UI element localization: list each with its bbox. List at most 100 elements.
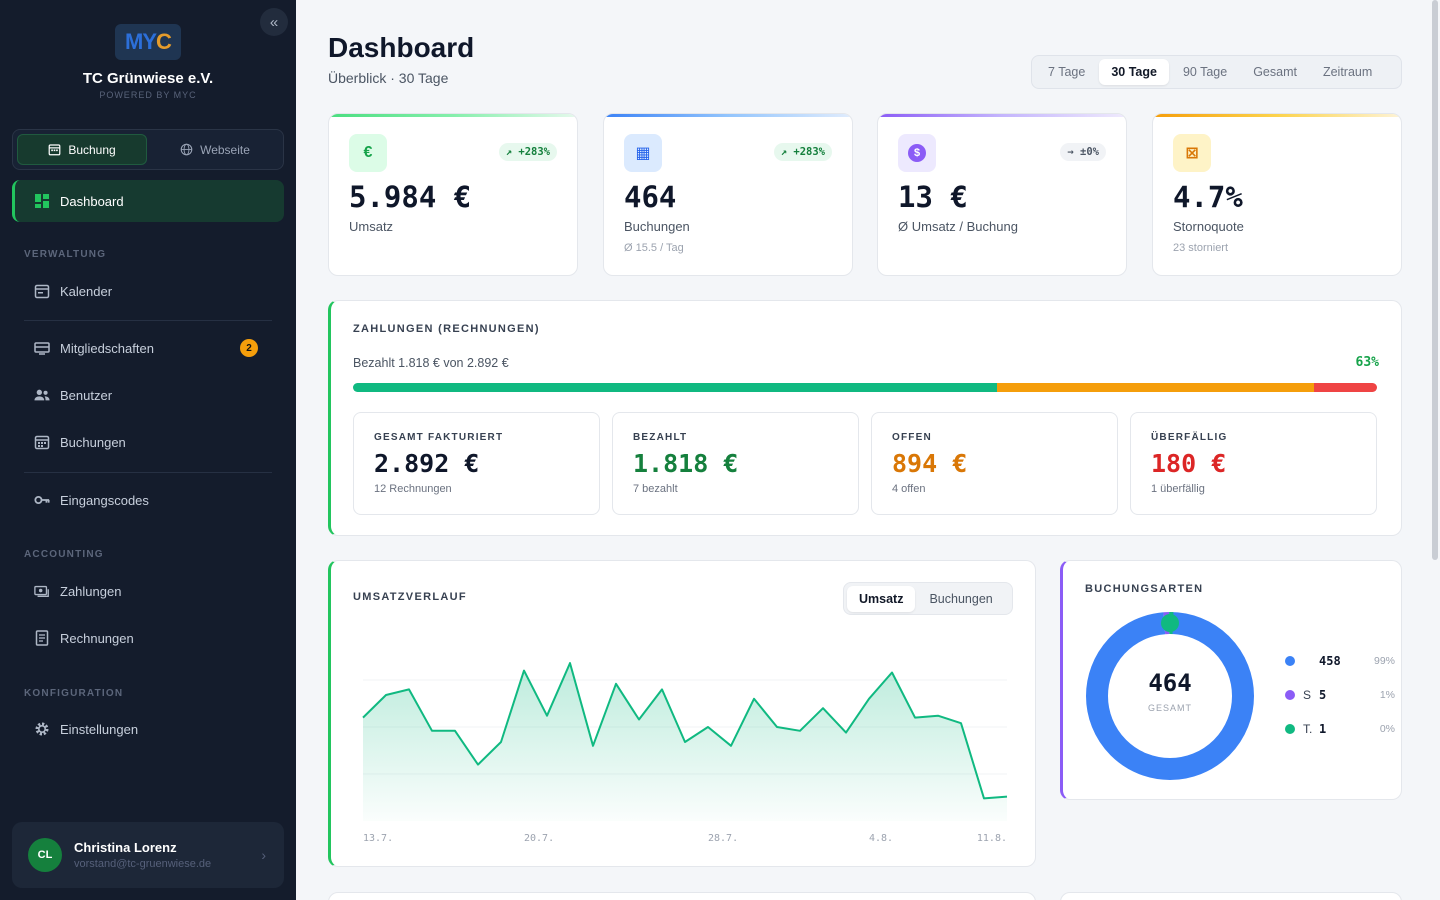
switch-buchung[interactable]: Buchung	[17, 134, 147, 165]
legend-item: S 5 1%	[1285, 686, 1395, 704]
data-point[interactable]	[568, 661, 572, 665]
kpi-hint: 23 storniert	[1173, 242, 1229, 254]
collapse-sidebar-icon[interactable]: «	[260, 8, 288, 36]
switch-webseite[interactable]: Webseite	[151, 134, 279, 165]
sidebar-item-kalender[interactable]: Kalender	[24, 272, 272, 310]
dollar-icon: $	[898, 134, 936, 172]
data-point[interactable]	[683, 740, 687, 744]
toggle-umsatz[interactable]: Umsatz	[847, 585, 916, 612]
calendar-icon: ▦	[624, 134, 662, 172]
range-7-tage[interactable]: 7 Tage	[1048, 65, 1086, 79]
sidebar-item-zahlungen[interactable]: Zahlungen	[24, 572, 272, 610]
booking-types-card: BUCHUNGSARTEN 464 GESAMT 458 99% S 5 1% …	[1060, 560, 1402, 800]
data-point[interactable]	[959, 721, 963, 725]
payments-title: ZAHLUNGEN (RECHNUNGEN)	[353, 323, 540, 335]
sidebar-item-label: Mitgliedschaften	[60, 340, 154, 356]
payments-card: ZAHLUNGEN (RECHNUNGEN) Bezahlt 1.818 € v…	[328, 300, 1402, 536]
stat-bezahlt: BEZAHLT 1.818 € 7 bezahlt	[612, 412, 859, 515]
data-point[interactable]	[867, 697, 871, 701]
data-point[interactable]	[752, 697, 756, 701]
kpi-value: 464	[624, 180, 677, 214]
sidebar-item-label: Eingangscodes	[60, 492, 149, 508]
data-point[interactable]	[913, 716, 917, 720]
stat-title: ÜBERFÄLLIG	[1151, 432, 1228, 443]
data-point[interactable]	[706, 725, 710, 729]
data-point[interactable]	[522, 669, 526, 673]
kpi-label: Buchungen	[624, 219, 690, 234]
data-point[interactable]	[844, 731, 848, 735]
legend-count: 1	[1319, 722, 1327, 736]
toggle-buchungen[interactable]: Buchungen	[929, 591, 993, 606]
calendar-icon	[48, 144, 61, 156]
user-name: Christina Lorenz	[74, 840, 177, 855]
sidebar-item-eingangscodes[interactable]: Eingangscodes	[24, 481, 272, 519]
kpi-hint: Ø 15.5 / Tag	[624, 242, 684, 254]
data-point[interactable]	[453, 729, 457, 733]
data-point[interactable]	[798, 729, 802, 733]
stat-value: 1.818 €	[633, 449, 739, 478]
data-point[interactable]	[545, 714, 549, 718]
chart-toggle: Umsatz Buchungen	[843, 582, 1013, 615]
stat-gesamt-fakturiert: GESAMT FAKTURIERT 2.892 € 12 Rechnungen	[353, 412, 600, 515]
data-point[interactable]	[637, 717, 641, 721]
sidebar-item-rechnungen[interactable]: Rechnungen	[24, 619, 272, 657]
switch-buchung-label: Buchung	[68, 142, 116, 157]
calendar-grid-icon	[34, 434, 50, 450]
data-point[interactable]	[499, 740, 503, 744]
sidebar-item-einstellungen[interactable]: Einstellungen	[24, 710, 272, 748]
range-90-tage[interactable]: 90 Tage	[1182, 65, 1228, 79]
gear-icon	[34, 721, 50, 737]
section-verwaltung: VERWALTUNG	[24, 249, 107, 260]
sidebar-item-benutzer[interactable]: Benutzer	[24, 376, 272, 414]
range-30-tage[interactable]: 30 Tage	[1099, 59, 1169, 85]
payments-percent: 63%	[1355, 355, 1379, 370]
data-point[interactable]	[936, 714, 940, 718]
stat-sub: 7 bezahlt	[633, 483, 678, 495]
data-point[interactable]	[775, 725, 779, 729]
data-point[interactable]	[890, 670, 894, 674]
data-point[interactable]	[614, 682, 618, 686]
scrollbar[interactable]	[1432, 0, 1438, 560]
sidebar-item-dashboard[interactable]: Dashboard	[12, 180, 284, 222]
mode-switch: Buchung Webseite	[12, 129, 284, 170]
legend-count: 458	[1319, 654, 1341, 668]
range-selector: 7 Tage 30 Tage 90 Tage Gesamt Zeitraum	[1031, 55, 1402, 89]
users-icon	[34, 387, 50, 403]
progress-open	[997, 383, 1314, 392]
progress-overdue	[1313, 383, 1377, 392]
stat-sub: 12 Rechnungen	[374, 483, 452, 495]
kpi-card-buchungen: ▦ ↗ +283% 464 Buchungen Ø 15.5 / Tag	[603, 113, 853, 276]
revenue-chart-card: UMSATZVERLAUF Umsatz Buchungen 13.7. 20.7…	[328, 560, 1036, 867]
donut-total: 464	[1148, 669, 1192, 697]
revenue-area-chart: 13.7. 20.7. 28.7. 4.8. 11.8.	[361, 661, 1009, 844]
divider	[24, 320, 272, 321]
user-profile[interactable]: CL Christina Lorenz vorstand@tc-gruenwie…	[12, 822, 284, 888]
next-card	[328, 892, 1036, 900]
stat-sub: 4 offen	[892, 483, 926, 495]
club-logo: MY C	[115, 24, 181, 60]
trend-badge: → ±0%	[1060, 143, 1106, 161]
data-point[interactable]	[729, 744, 733, 748]
page-title: Dashboard	[328, 32, 475, 63]
chevron-right-icon: ›	[261, 847, 266, 863]
data-point[interactable]	[982, 796, 986, 800]
calendar-icon	[34, 283, 50, 299]
accent-bar	[604, 114, 852, 117]
sidebar-item-label: Benutzer	[60, 387, 113, 403]
powered-by: POWERED BY MYC	[99, 90, 197, 100]
data-point[interactable]	[384, 693, 388, 697]
legend-item: T. 1 0%	[1285, 720, 1395, 738]
data-point[interactable]	[361, 716, 365, 720]
data-point[interactable]	[476, 763, 480, 767]
data-point[interactable]	[407, 687, 411, 691]
data-point[interactable]	[430, 729, 434, 733]
sidebar-item-label: Kalender	[60, 283, 113, 299]
data-point[interactable]	[821, 706, 825, 710]
range-zeitraum[interactable]: Zeitraum	[1322, 65, 1373, 79]
data-point[interactable]	[591, 744, 595, 748]
sidebar-item-buchungen[interactable]: Buchungen	[24, 423, 272, 461]
sidebar-item-mitgliedschaften[interactable]: Mitgliedschaften 2	[24, 329, 272, 367]
data-point[interactable]	[660, 687, 664, 691]
data-point[interactable]	[1005, 795, 1009, 799]
range-gesamt[interactable]: Gesamt	[1253, 65, 1297, 79]
